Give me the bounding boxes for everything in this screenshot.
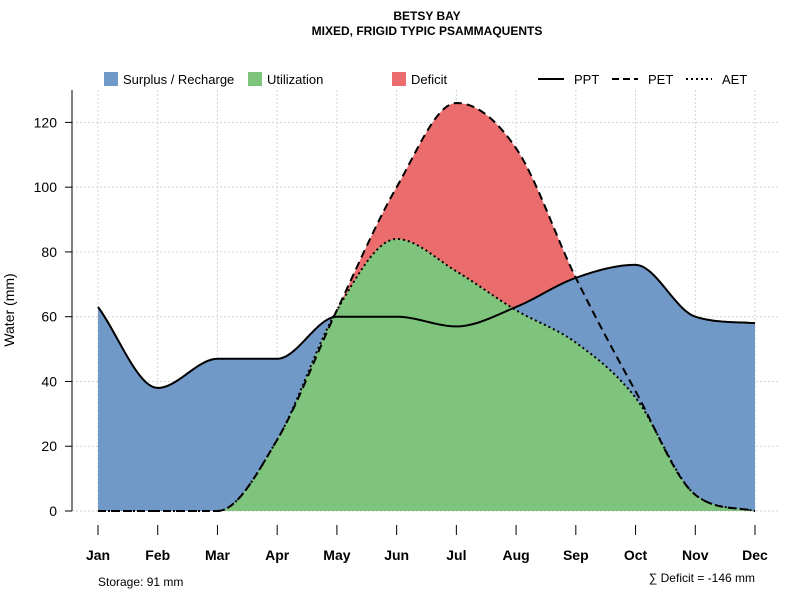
x-tick-label: Mar [205, 547, 230, 563]
areas [98, 102, 755, 511]
x-tick-label: Jan [86, 547, 110, 563]
legend-label: Surplus / Recharge [123, 72, 234, 87]
legend-swatch [392, 72, 406, 86]
legend-label: AET [722, 72, 747, 87]
y-tick-label: 40 [41, 373, 57, 389]
y-tick-label: 60 [41, 309, 57, 325]
series-lines [97, 101, 756, 512]
axes: 0 20 40 60 80 100 120 Jan Feb Mar Apr May Jun Jul Aug S… [34, 90, 768, 563]
x-tick-label: Dec [742, 547, 768, 563]
deficit-note: ∑ Deficit = -146 mm [649, 571, 755, 585]
legend: Surplus / Recharge Utilization Deficit PPT P… [104, 72, 747, 87]
x-tick-label: Jul [446, 547, 466, 563]
chart-title: BETSY BAY [393, 9, 460, 23]
y-tick-label: 20 [41, 438, 57, 454]
series-line-ppt [97, 263, 756, 389]
legend-swatch [104, 72, 118, 86]
series-line-pet [98, 101, 756, 512]
legend-label: Utilization [267, 72, 323, 87]
x-tick-label: Sep [563, 547, 589, 563]
legend-label: PPT [574, 72, 599, 87]
x-tick-label: Nov [682, 547, 709, 563]
y-tick-label: 0 [49, 503, 57, 519]
x-tick-label: May [323, 547, 350, 563]
y-axis-label: Water (mm) [1, 273, 17, 346]
area-utilization-overlap [98, 308, 755, 511]
y-tick-label: 100 [34, 179, 58, 195]
y-tick-label: 120 [34, 114, 58, 130]
x-tick-label: Jun [384, 547, 409, 563]
x-tick-label: Aug [502, 547, 529, 563]
legend-label: Deficit [411, 72, 448, 87]
x-tick-label: Apr [265, 547, 290, 563]
x-tick-label: Oct [624, 547, 648, 563]
series-line-aet [98, 237, 756, 512]
chart-subtitle: MIXED, FRIGID TYPIC PSAMMAQUENTS [312, 24, 543, 38]
y-tick-label: 80 [41, 244, 57, 260]
storage-note: Storage: 91 mm [98, 575, 183, 589]
legend-label: PET [648, 72, 673, 87]
x-tick-label: Feb [145, 547, 170, 563]
legend-swatch [248, 72, 262, 86]
